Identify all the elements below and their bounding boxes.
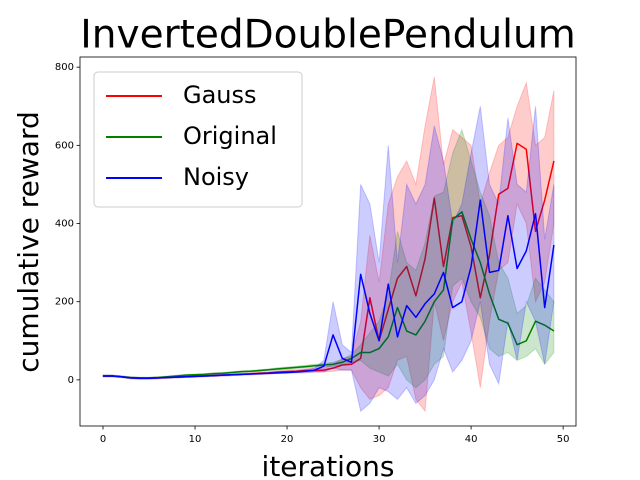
x-tick-label: 20 [281,434,294,445]
confidence-band [102,76,555,413]
x-axis-label: iterations [262,450,395,480]
confidence-band [102,106,555,413]
legend-box [93,71,303,208]
y-tick-label: 0 [68,375,74,386]
line [103,199,555,380]
confidence-band [102,128,555,389]
chart-title: InvertedDoublePendulum [80,13,575,58]
x-tick-label: 10 [189,434,202,445]
y-tick-label: 400 [55,219,74,230]
legend-label: Original [183,122,277,150]
y-axis-label: cumulative reward [12,111,45,373]
x-tick-label: 50 [557,434,570,445]
x-tick-label: 30 [373,434,386,445]
axes-frame [79,56,577,427]
legend-label: Noisy [183,163,249,191]
y-tick-label: 600 [55,140,74,151]
legend-label: Gauss [183,81,257,109]
line [103,211,555,379]
legend: Gauss Original Noisy [93,71,303,208]
y-tick-label: 200 [55,297,74,308]
y-tick-label: 800 [55,62,74,73]
x-tick-label: 40 [465,434,478,445]
x-tick-label: 0 [100,434,106,445]
